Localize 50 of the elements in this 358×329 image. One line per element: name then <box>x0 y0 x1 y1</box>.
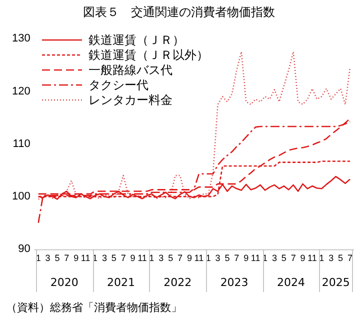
x-tick-label: 9 <box>74 253 79 264</box>
x-tick-label: 5 <box>281 253 286 264</box>
x-tick-label: 7 <box>178 253 183 264</box>
x-tick-label: 11 <box>138 253 147 264</box>
x-tick-label: 9 <box>186 253 192 264</box>
x-tick-label: 11 <box>80 253 90 264</box>
x-tick-label: 3 <box>158 253 164 264</box>
y-tick-label: 100 <box>12 190 30 203</box>
x-tick-label: 1 <box>319 253 324 264</box>
x-tick-label: 11 <box>308 253 317 264</box>
x-tick-label: 1 <box>36 253 41 264</box>
text: 2025 <box>322 276 350 289</box>
x-tick-label: 3 <box>272 253 277 264</box>
x-tick-label: 5 <box>54 253 60 264</box>
text: （資料）総務省「消費者物価指数」 <box>6 300 182 315</box>
text: 2023 <box>220 276 248 289</box>
text: 2020 <box>50 276 78 289</box>
text: 2021 <box>106 276 135 289</box>
x-tick-label: 9 <box>130 253 136 264</box>
x-tick-label: 9 <box>300 253 306 264</box>
legend-label: 一般路線バス代 <box>88 62 172 79</box>
y-tick-label: 130 <box>12 32 30 45</box>
x-tick-label: 5 <box>168 253 174 264</box>
x-tick-label: 9 <box>244 253 249 264</box>
x-tick-label: 7 <box>64 253 70 264</box>
x-tick-label: 11 <box>194 253 204 264</box>
legend-label: 鉄道運賃（ＪＲ以外） <box>88 46 208 64</box>
legend-label: タクシー代 <box>88 76 148 94</box>
x-tick-label: 7 <box>347 253 353 264</box>
x-tick-label: 3 <box>102 253 107 264</box>
y-tick-label: 90 <box>18 243 30 256</box>
x-tick-label: 1 <box>206 253 211 264</box>
text: 2022 <box>164 276 192 289</box>
x-tick-label: 7 <box>120 253 126 264</box>
x-tick-label: 11 <box>250 253 260 264</box>
x-tick-label: 3 <box>328 253 334 264</box>
text: 2024 <box>276 276 305 289</box>
x-tick-label: 1 <box>149 253 154 264</box>
x-tick-label: 5 <box>338 253 344 264</box>
x-tick-label: 5 <box>111 253 116 264</box>
x-tick-label: 7 <box>234 253 240 264</box>
x-tick-label: 7 <box>290 253 296 264</box>
chart-title: 図表５ 交通関連の消費者物価指数 <box>82 4 276 21</box>
y-tick-label: 110 <box>12 138 30 150</box>
x-tick-label: 3 <box>215 253 220 264</box>
legend-label: レンタカー料金 <box>88 92 172 109</box>
y-tick-label: 120 <box>12 85 30 98</box>
x-tick-label: 5 <box>224 253 230 264</box>
legend-label: 鉄道運賃（ＪＲ） <box>88 32 184 49</box>
x-tick-label: 3 <box>45 253 50 264</box>
